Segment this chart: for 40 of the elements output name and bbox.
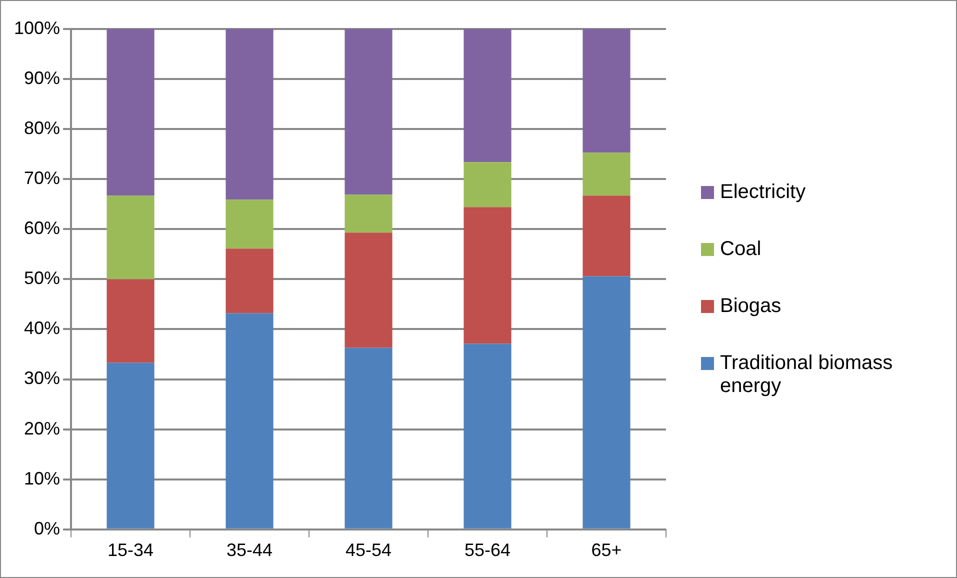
bar xyxy=(226,200,274,249)
y-tick-label: 60% xyxy=(24,218,60,238)
legend-label: Biogas xyxy=(720,294,782,318)
y-tick-label: 80% xyxy=(24,118,60,138)
y-tick-label: 40% xyxy=(24,318,60,338)
x-tick-label: 45-54 xyxy=(345,540,392,560)
bar xyxy=(464,344,512,528)
bar xyxy=(106,196,154,280)
bar xyxy=(464,29,512,162)
bar xyxy=(464,207,512,344)
y-tick-label: 90% xyxy=(24,68,60,88)
y-tick-label: 50% xyxy=(24,268,60,288)
legend-label: Coal xyxy=(720,238,762,260)
y-tick-label: 0% xyxy=(34,518,60,538)
bar xyxy=(106,279,154,363)
y-tick-label: 70% xyxy=(24,168,60,188)
bar xyxy=(226,313,274,528)
bar xyxy=(582,276,630,528)
bar xyxy=(344,29,392,195)
x-tick-label: 65+ xyxy=(591,540,622,560)
bar xyxy=(464,162,512,208)
bar xyxy=(344,348,392,528)
bar xyxy=(226,29,274,200)
x-tick-label: 15-34 xyxy=(108,540,154,560)
y-tick-label: 20% xyxy=(24,418,60,438)
bar xyxy=(344,232,392,348)
y-tick-label: 100% xyxy=(14,18,60,38)
bar xyxy=(582,196,630,276)
x-tick-label: 35-44 xyxy=(226,540,273,560)
bar xyxy=(106,29,154,196)
bar xyxy=(226,248,274,314)
y-tick-label: 10% xyxy=(24,468,60,488)
y-tick-label: 30% xyxy=(24,368,60,388)
bar xyxy=(582,152,630,196)
legend-label: Electricity xyxy=(720,180,806,204)
x-tick-label: 55-64 xyxy=(464,540,511,560)
legend-label: Traditional biomass energy xyxy=(720,352,894,398)
bar xyxy=(582,29,630,153)
bar xyxy=(344,194,392,233)
bar xyxy=(106,362,154,528)
